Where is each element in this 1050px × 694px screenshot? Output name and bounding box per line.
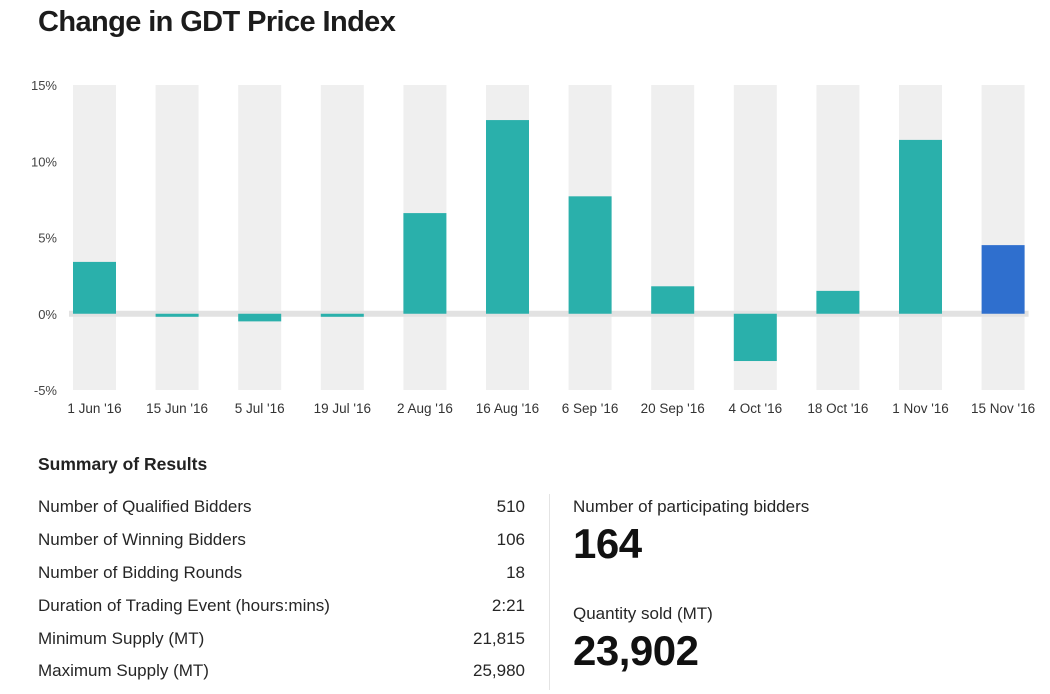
bar[interactable] xyxy=(486,120,529,314)
summary-row-label: Number of Winning Bidders xyxy=(38,530,246,549)
participating-bidders-value: 164 xyxy=(573,520,642,567)
bar[interactable] xyxy=(403,213,447,314)
x-tick-label: 20 Sep '16 xyxy=(641,401,705,416)
y-tick-label: -5% xyxy=(34,383,58,398)
bar-background-band xyxy=(816,85,860,390)
bar-background-band xyxy=(238,85,282,390)
summary-row-winning-bidders: Number of Winning Bidders 106 xyxy=(38,530,525,563)
bar[interactable] xyxy=(981,245,1025,314)
x-tick-label: 5 Jul '16 xyxy=(235,401,285,416)
bar-background-band xyxy=(155,85,199,390)
summary-title: Summary of Results xyxy=(38,454,208,474)
summary-row-value: 25,980 xyxy=(473,661,525,680)
summary-row-minimum-supply: Minimum Supply (MT) 21,815 xyxy=(38,629,525,662)
summary-row-label: Number of Qualified Bidders xyxy=(38,497,252,516)
x-tick-label: 1 Jun '16 xyxy=(67,401,121,416)
bar[interactable] xyxy=(733,313,777,362)
bar-background-band xyxy=(981,85,1025,390)
x-tick-label: 1 Nov '16 xyxy=(892,401,949,416)
y-tick-label: 15% xyxy=(31,78,57,93)
quantity-sold-label: Quantity sold (MT) xyxy=(573,604,713,623)
summary-row-value: 106 xyxy=(496,530,525,549)
price-index-chart: 15% 10% 5% 0% -5% 1 Jun '16 15 Jun '16 5 Jul '… xyxy=(31,78,1035,416)
bar[interactable] xyxy=(155,313,199,317)
bar-background-band xyxy=(73,85,116,390)
summary-row-bidding-rounds: Number of Bidding Rounds 18 xyxy=(38,563,525,596)
summary-row-value: 18 xyxy=(506,563,525,582)
zero-baseline xyxy=(69,310,1029,317)
bar-background-band xyxy=(651,85,695,390)
x-tick-label: 19 Jul '16 xyxy=(314,401,371,416)
summary-row-value: 2:21 xyxy=(491,596,525,615)
quantity-sold-value: 23,902 xyxy=(573,627,699,674)
x-tick-label: 15 Jun '16 xyxy=(146,401,208,416)
x-tick-label: 2 Aug '16 xyxy=(397,401,453,416)
summary-row-label: Minimum Supply (MT) xyxy=(38,629,205,648)
bar[interactable] xyxy=(73,261,116,314)
summary-row-qualified-bidders: Number of Qualified Bidders 510 xyxy=(38,497,525,530)
bar-background-band xyxy=(320,85,364,390)
x-tick-label: 4 Oct '16 xyxy=(728,401,782,416)
page-title: Change in GDT Price Index xyxy=(38,6,396,38)
summary-row-label: Duration of Trading Event (hours:mins) xyxy=(38,596,330,615)
x-tick-label: 18 Oct '16 xyxy=(807,401,868,416)
participating-bidders-label: Number of participating bidders xyxy=(573,497,810,516)
summary-row-label: Maximum Supply (MT) xyxy=(38,661,209,680)
bar[interactable] xyxy=(816,290,860,314)
bar[interactable] xyxy=(320,313,364,317)
bar[interactable] xyxy=(238,313,282,322)
bar[interactable] xyxy=(568,196,612,314)
summary-row-duration: Duration of Trading Event (hours:mins) 2… xyxy=(38,596,525,629)
summary-row-label: Number of Bidding Rounds xyxy=(38,563,243,582)
bar[interactable] xyxy=(899,139,942,314)
y-tick-label: 0% xyxy=(38,307,57,322)
summary-row-value: 510 xyxy=(496,497,525,516)
x-tick-label: 15 Nov '16 xyxy=(971,401,1035,416)
bar[interactable] xyxy=(651,286,695,314)
x-tick-label: 16 Aug '16 xyxy=(476,401,539,416)
summary-row-maximum-supply: Maximum Supply (MT) 25,980 xyxy=(38,661,525,694)
y-tick-label: 10% xyxy=(31,154,57,169)
y-tick-label: 5% xyxy=(38,231,57,246)
x-tick-label: 6 Sep '16 xyxy=(562,401,619,416)
summary-row-value: 21,815 xyxy=(473,629,525,648)
summary-divider xyxy=(549,494,550,690)
